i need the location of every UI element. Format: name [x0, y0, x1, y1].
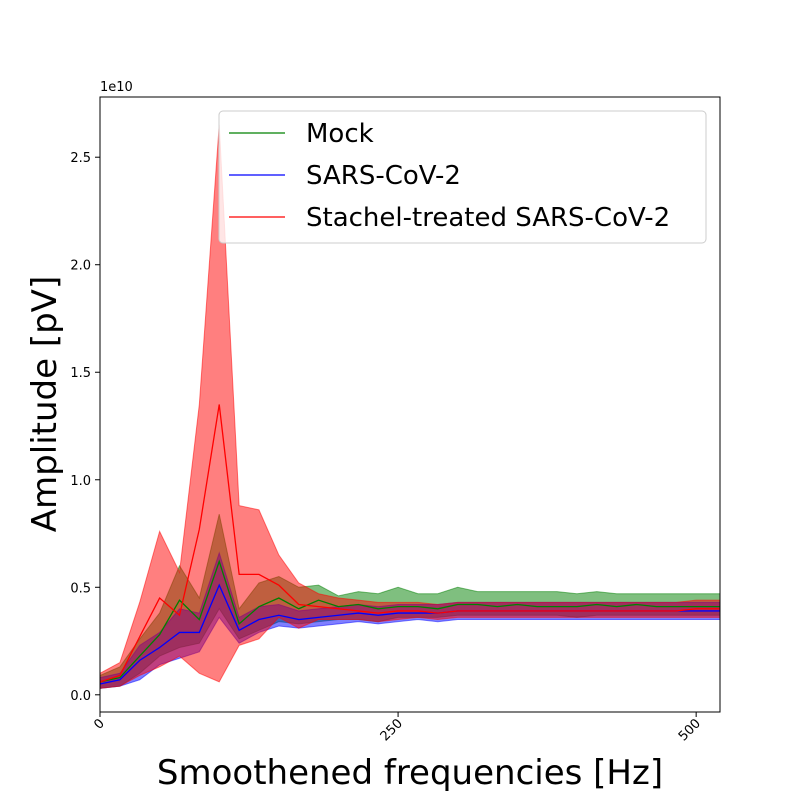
y-tick-label: 2.0	[70, 259, 91, 274]
line-stachel-treated-sars-cov-2	[99, 404, 720, 683]
x-tick-label: 250	[378, 716, 406, 744]
legend-entry-mock: Mock	[306, 119, 374, 149]
line-mock	[99, 559, 720, 683]
y-tick-label: 0.0	[70, 689, 91, 704]
y-axis-label: Amplitude [pV]	[25, 276, 65, 532]
y-offset-label: 1e10	[100, 80, 133, 95]
legend-entry-sars-cov-2: SARS-CoV-2	[306, 161, 461, 191]
legend-box	[218, 110, 707, 244]
x-axis-label: Smoothened frequencies [Hz]	[157, 753, 663, 793]
y-tick-label: 1.5	[70, 366, 91, 381]
series-lines	[99, 404, 720, 685]
y-tick-label: 2.5	[70, 151, 91, 166]
y-axis-ticks: 0.0 0.5 1.0 1.5 2.0 2.5	[70, 151, 100, 704]
legend-entry-stachel-treated-sars-cov-2: Stachel-treated SARS-CoV-2	[306, 203, 670, 233]
x-tick-label: 0	[91, 716, 107, 732]
legend: Mock SARS-CoV-2 Stachel-treated SARS-CoV-2	[218, 110, 707, 244]
y-tick-label: 1.0	[70, 474, 91, 489]
plot-frame	[99, 96, 721, 713]
y-tick-label: 0.5	[70, 581, 91, 596]
x-axis-ticks: 0 250 500	[91, 712, 704, 744]
x-tick-label: 500	[676, 716, 704, 744]
